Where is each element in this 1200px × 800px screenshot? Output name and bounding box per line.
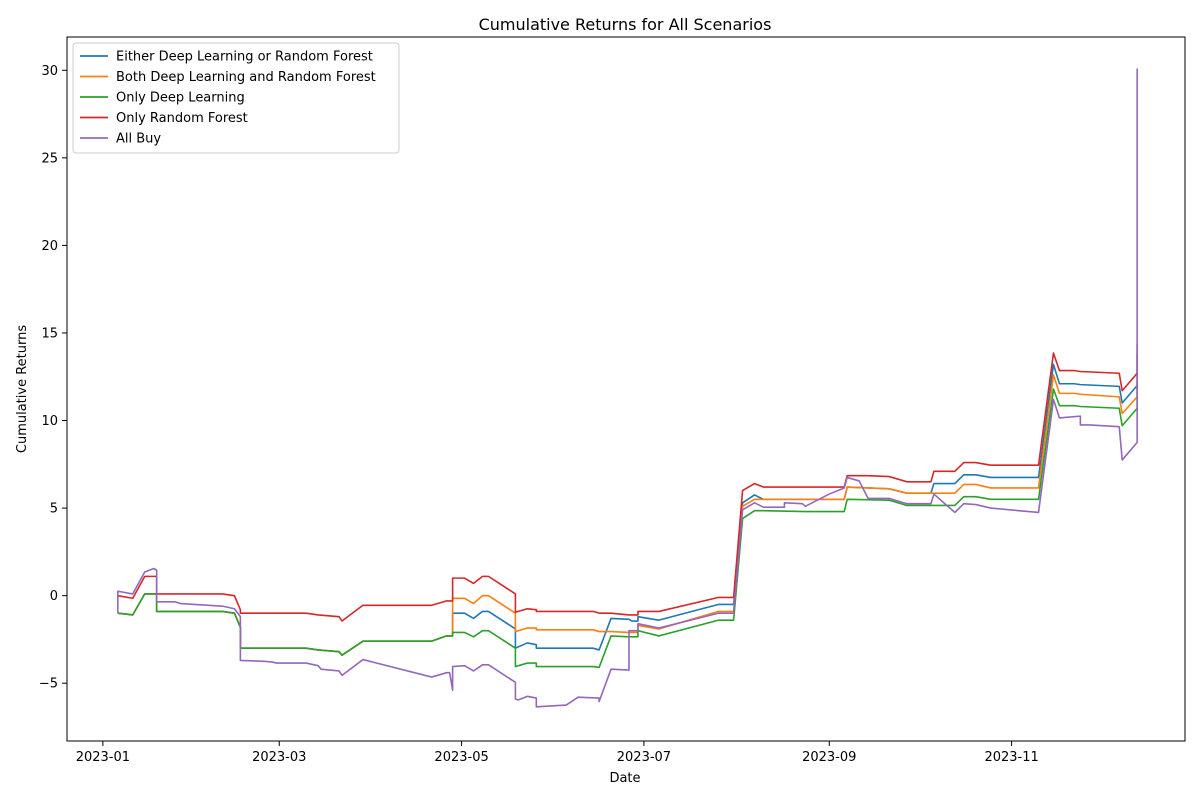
x-tick-label: 2023-05: [434, 750, 488, 765]
y-tick-label: 10: [41, 414, 58, 429]
y-tick-label: 5: [50, 502, 58, 517]
series-line-5: [117, 68, 1138, 708]
legend-label-3: Only Deep Learning: [116, 91, 245, 106]
x-tick-label: 2023-11: [984, 750, 1038, 765]
legend-label-2: Both Deep Learning and Random Forest: [116, 70, 376, 85]
legend-label-5: All Buy: [116, 132, 161, 147]
x-axis-label: Date: [609, 771, 640, 786]
y-tick-label: 30: [41, 64, 58, 79]
legend: Either Deep Learning or Random Forest Bot…: [72, 42, 400, 154]
y-axis-label: Cumulative Returns: [15, 325, 30, 453]
x-tick-label: 2023-01: [76, 750, 130, 765]
series-layer: [117, 68, 1138, 708]
y-axis: −5 0 5 10 15 20 25 30: [39, 64, 67, 692]
plot-frame: [66, 36, 1186, 742]
x-axis: 2023-01 2023-03 2023-05 2023-07 2023-09 2023-…: [76, 741, 1039, 765]
x-tick-label: 2023-07: [617, 750, 671, 765]
series-line-4: [117, 343, 1138, 622]
legend-label-4: Only Random Forest: [116, 111, 248, 126]
y-tick-label: 25: [41, 151, 58, 166]
x-tick-label: 2023-09: [802, 750, 856, 765]
chart-title: Cumulative Returns for All Scenarios: [479, 15, 772, 34]
y-tick-label: 15: [41, 326, 58, 341]
legend-label-1: Either Deep Learning or Random Forest: [116, 50, 373, 65]
series-line-3: [117, 382, 1138, 669]
y-tick-label: 0: [50, 589, 58, 604]
legend-box: [72, 42, 400, 154]
x-tick-label: 2023-03: [252, 750, 306, 765]
y-tick-label: 20: [41, 239, 58, 254]
y-tick-label: −5: [39, 677, 58, 692]
